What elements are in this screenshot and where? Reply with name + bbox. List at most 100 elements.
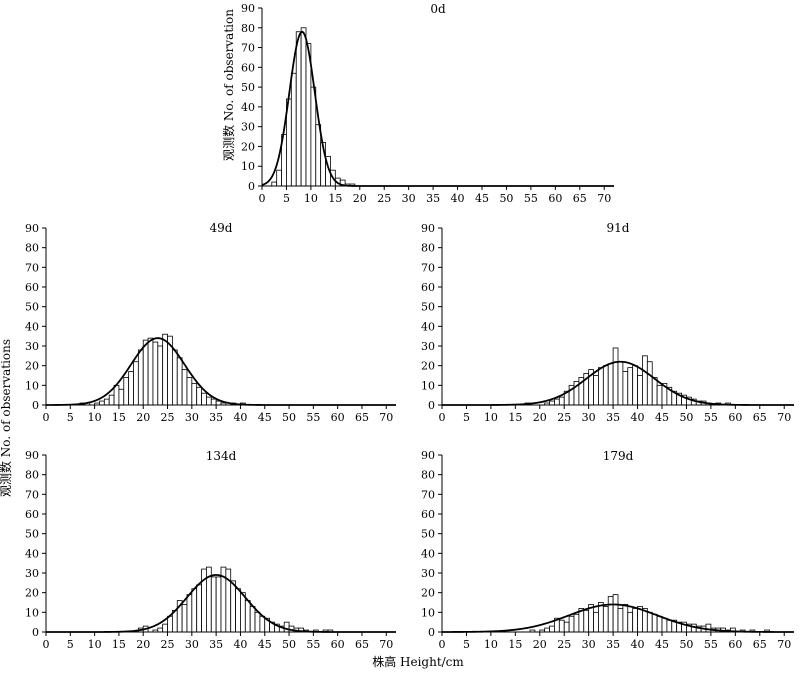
histogram-bar	[157, 345, 164, 406]
histogram-bar	[271, 181, 278, 187]
y-tick-label: 0	[428, 399, 435, 412]
histogram-bar	[598, 602, 604, 633]
histogram-bar	[259, 615, 266, 633]
x-tick-label: 20	[533, 411, 547, 424]
histogram-bar	[283, 621, 290, 633]
x-tick-label: 55	[306, 411, 320, 424]
histogram-bar	[142, 339, 149, 406]
histogram-bar	[230, 580, 236, 633]
panel-title: 179d	[603, 449, 634, 463]
x-tick-label: 35	[606, 638, 620, 651]
x-tick-label: 45	[258, 638, 272, 651]
x-tick-label: 5	[463, 638, 470, 651]
x-tick-label: 55	[704, 411, 718, 424]
histogram-bar	[176, 357, 183, 406]
y-tick-label: 80	[25, 469, 39, 482]
y-tick-label: 90	[421, 449, 435, 462]
x-axis-label: 株高 Height/cm	[372, 654, 464, 669]
histogram-bar	[617, 608, 624, 633]
histogram-bar	[191, 588, 198, 633]
y-tick-label: 30	[421, 567, 435, 580]
y-tick-label: 50	[421, 528, 435, 541]
x-tick-label: 50	[679, 638, 693, 651]
x-tick-label: 20	[353, 192, 367, 205]
y-tick-label: 20	[421, 587, 435, 600]
x-tick-label: 5	[283, 192, 290, 205]
x-tick-label: 10	[484, 411, 498, 424]
histogram-bar	[573, 613, 580, 633]
histogram-bar	[244, 600, 251, 633]
histogram-bar	[563, 621, 570, 633]
x-tick-label: 40	[631, 638, 645, 651]
x-tick-label: 15	[328, 192, 342, 205]
y-tick-label: 60	[421, 281, 435, 294]
y-tick-label: 20	[241, 140, 255, 153]
histogram-bar	[651, 613, 658, 633]
y-tick-label: 90	[25, 449, 39, 462]
x-tick-label: 30	[185, 411, 199, 424]
x-tick-label: 0	[43, 411, 50, 424]
y-tick-label: 10	[25, 379, 39, 392]
y-tick-label: 10	[421, 379, 435, 392]
histogram-bar	[602, 365, 609, 406]
x-tick-label: 0	[439, 411, 446, 424]
histogram-bar	[627, 367, 634, 406]
histogram-bar	[637, 375, 643, 406]
histogram-bar	[201, 392, 207, 406]
y-tick-label: 10	[421, 606, 435, 619]
histogram-bar	[549, 400, 555, 406]
y-tick-label: 50	[421, 301, 435, 314]
y-tick-label: 90	[25, 222, 39, 235]
x-tick-label: 70	[379, 411, 393, 424]
histogram-bar	[118, 388, 125, 406]
x-tick-label: 35	[606, 411, 620, 424]
histogram-bar	[181, 604, 188, 633]
histogram-bar	[133, 361, 139, 406]
x-tick-label: 20	[136, 638, 150, 651]
y-axis-label-top: 观测数 No. of observation	[221, 9, 236, 161]
x-tick-label: 70	[597, 192, 611, 205]
x-tick-label: 0	[259, 192, 266, 205]
y-tick-label: 80	[421, 469, 435, 482]
y-tick-label: 40	[241, 101, 255, 114]
x-tick-label: 40	[451, 192, 465, 205]
y-tick-label: 80	[421, 242, 435, 255]
y-tick-label: 20	[421, 360, 435, 373]
histogram-bar	[656, 384, 663, 406]
histogram-bar	[622, 371, 629, 406]
y-tick-label: 70	[25, 488, 39, 501]
x-tick-label: 60	[331, 638, 345, 651]
x-tick-label: 5	[67, 638, 74, 651]
y-tick-label: 0	[248, 180, 255, 193]
histogram-bar	[123, 377, 130, 406]
x-tick-label: 20	[533, 638, 547, 651]
x-tick-label: 50	[499, 192, 513, 205]
y-tick-label: 0	[32, 399, 39, 412]
x-tick-label: 45	[258, 411, 272, 424]
x-tick-label: 65	[573, 192, 587, 205]
histogram-bar	[632, 608, 638, 633]
histogram-bar	[210, 398, 217, 406]
x-tick-label: 30	[582, 411, 596, 424]
histogram-bar	[210, 576, 217, 633]
y-tick-label: 80	[241, 22, 255, 35]
y-axis-label-left: 观测数 No. of observations	[0, 339, 13, 497]
histogram-bar	[593, 611, 599, 633]
histogram-bar	[617, 361, 624, 406]
histogram-bar	[128, 371, 134, 406]
x-tick-label: 15	[112, 411, 126, 424]
x-tick-label: 25	[557, 411, 571, 424]
x-tick-label: 10	[88, 638, 102, 651]
panel-title: 0d	[430, 2, 446, 16]
histogram-bar	[113, 384, 120, 406]
y-tick-label: 70	[421, 261, 435, 274]
y-tick-label: 10	[241, 160, 255, 173]
panel-title: 91d	[607, 221, 630, 235]
histogram-bar	[544, 627, 550, 633]
histogram-bar	[656, 615, 663, 633]
x-tick-label: 15	[508, 411, 522, 424]
histogram-bar	[607, 363, 614, 406]
y-tick-label: 50	[25, 528, 39, 541]
histogram-bar	[167, 615, 173, 633]
